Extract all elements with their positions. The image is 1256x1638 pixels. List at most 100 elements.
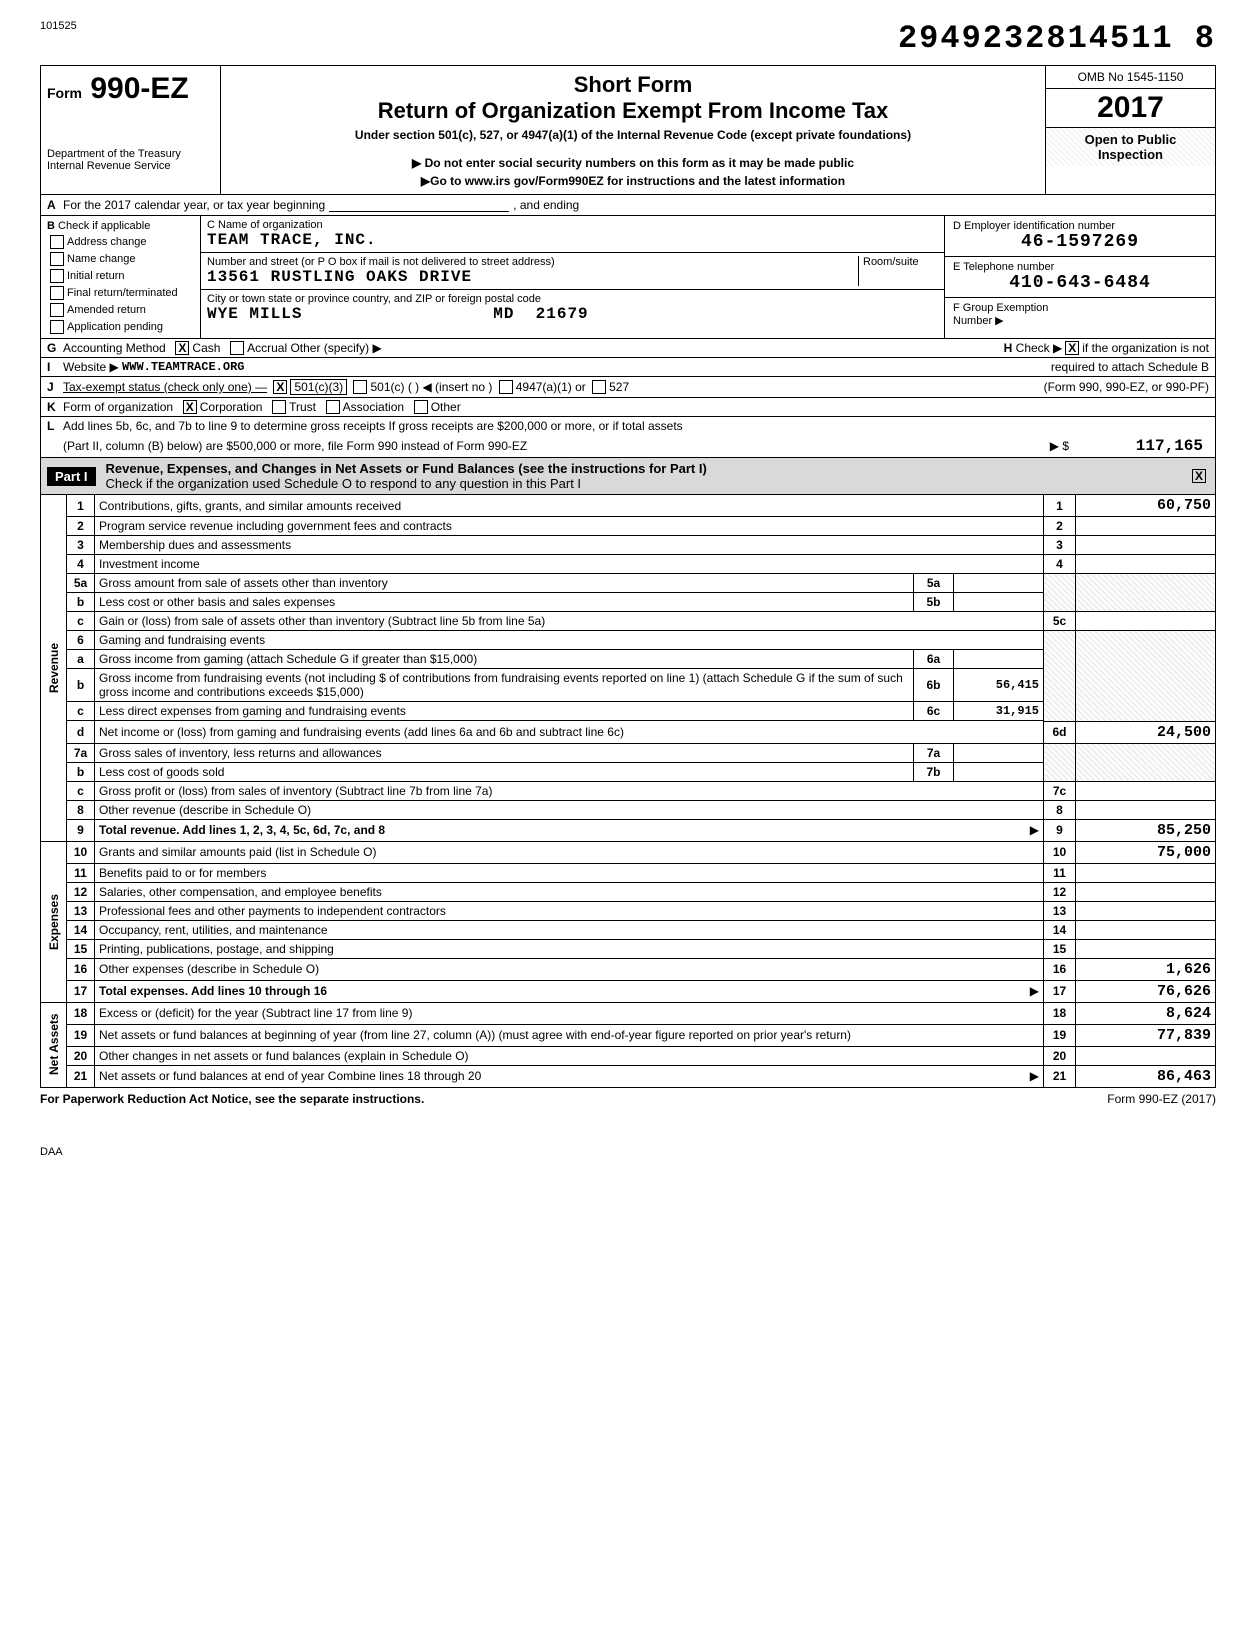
ln-8-no: 8 <box>67 800 95 819</box>
chk-assoc[interactable] <box>326 400 340 414</box>
org-city: WYE MILLS MD 21679 <box>207 305 589 323</box>
ln-7a-subamt <box>954 743 1044 762</box>
ln-21-arrow: ▶ <box>1030 1069 1039 1083</box>
ln-7a-desc: Gross sales of inventory, less returns a… <box>95 743 914 762</box>
ln-7b-desc: Less cost of goods sold <box>95 762 914 781</box>
ln-18-desc: Excess or (deficit) for the year (Subtra… <box>95 1002 1044 1024</box>
section-revenue: Revenue <box>41 495 67 841</box>
ein-value: 46-1597269 <box>953 232 1207 252</box>
ln-7c-amt <box>1076 781 1216 800</box>
chk-address-change[interactable] <box>50 235 64 249</box>
ln-13-box: 13 <box>1044 901 1076 920</box>
ln-7b-sub: 7b <box>914 762 954 781</box>
ln-7b-subamt <box>954 762 1044 781</box>
lbl-city: City or town state or province country, … <box>207 293 541 305</box>
chk-4947[interactable] <box>499 380 513 394</box>
part1-table: Revenue 1 Contributions, gifts, grants, … <box>40 495 1216 1088</box>
ln-19-box: 19 <box>1044 1024 1076 1046</box>
ln-21-box: 21 <box>1044 1065 1076 1087</box>
lbl-group-exemption: F Group Exemption <box>953 302 1048 314</box>
chk-schedule-o[interactable]: X <box>1192 469 1206 483</box>
ln-4-no: 4 <box>67 555 95 574</box>
ln-18-box: 18 <box>1044 1002 1076 1024</box>
chk-schedB[interactable]: X <box>1065 341 1079 355</box>
ln-6d-amt: 24,500 <box>1076 721 1216 743</box>
ln-17-no: 17 <box>67 980 95 1002</box>
ln-6a-subamt <box>954 650 1044 669</box>
lbl-org-name: C Name of organization <box>207 219 323 231</box>
chk-initial-return[interactable] <box>50 269 64 283</box>
ln-2-desc: Program service revenue including govern… <box>95 517 1044 536</box>
ln-11-desc: Benefits paid to or for members <box>95 863 1044 882</box>
line-B-intro: Check if applicable <box>58 220 150 232</box>
ln-11-amt <box>1076 863 1216 882</box>
chk-accrual[interactable] <box>230 341 244 355</box>
ln-16-desc: Other expenses (describe in Schedule O) <box>95 958 1044 980</box>
ln-9-arrow: ▶ <box>1030 823 1039 837</box>
chk-name-change[interactable] <box>50 252 64 266</box>
dept-irs: Internal Revenue Service <box>47 160 214 172</box>
line-L-arrow: ▶ $ <box>1050 439 1069 453</box>
ln-12-desc: Salaries, other compensation, and employ… <box>95 882 1044 901</box>
line-A-label: A <box>47 198 63 212</box>
line-K-text: Form of organization <box>63 400 173 414</box>
phone-value: 410-643-6484 <box>953 273 1207 293</box>
ln-5b-desc: Less cost or other basis and sales expen… <box>95 593 914 612</box>
chk-cash[interactable]: X <box>175 341 189 355</box>
ln-6b-desc: Gross income from fundraising events (no… <box>95 669 914 702</box>
chk-527[interactable] <box>592 380 606 394</box>
chk-501c3[interactable]: X <box>273 380 287 394</box>
lbl-group-number: Number ▶ <box>953 315 1004 327</box>
line-H-text2: if the organization is not <box>1082 341 1209 355</box>
ln-5c-no: c <box>67 612 95 631</box>
footer-daa: DAA <box>40 1146 1216 1158</box>
ln-5b-no: b <box>67 593 95 612</box>
chk-trust[interactable] <box>272 400 286 414</box>
line-L-amount: 117,165 <box>1069 437 1209 455</box>
lbl-address-change: Address change <box>67 236 147 248</box>
lbl-room: Room/suite <box>863 256 919 268</box>
ln-9-desc: Total revenue. Add lines 1, 2, 3, 4, 5c,… <box>99 823 385 837</box>
ln-1-desc: Contributions, gifts, grants, and simila… <box>95 495 1044 517</box>
chk-corp[interactable]: X <box>183 400 197 414</box>
open-to-public: Open to Public <box>1048 132 1213 147</box>
ln-10-no: 10 <box>67 841 95 863</box>
ln-6c-sub: 6c <box>914 702 954 721</box>
ln-10-desc: Grants and similar amounts paid (list in… <box>95 841 1044 863</box>
ln-1-amt: 60,750 <box>1076 495 1216 517</box>
lbl-initial-return: Initial return <box>67 270 124 282</box>
ln-13-no: 13 <box>67 901 95 920</box>
line-H-text: Check ▶ <box>1016 341 1063 355</box>
chk-final-return[interactable] <box>50 286 64 300</box>
ln-16-box: 16 <box>1044 958 1076 980</box>
ln-2-box: 2 <box>1044 517 1076 536</box>
ln-7b-no: b <box>67 762 95 781</box>
chk-501c[interactable] <box>353 380 367 394</box>
ln-17-arrow: ▶ <box>1030 984 1039 998</box>
line-L-text2: (Part II, column (B) below) are $500,000… <box>63 439 527 453</box>
ln-6b-subamt: 56,415 <box>954 669 1044 702</box>
line-L-label: L <box>47 419 63 433</box>
ln-19-desc: Net assets or fund balances at beginning… <box>95 1024 1044 1046</box>
ln-3-desc: Membership dues and assessments <box>95 536 1044 555</box>
lbl-final-return: Final return/terminated <box>67 287 178 299</box>
lbl-amended: Amended return <box>67 304 146 316</box>
chk-other[interactable] <box>414 400 428 414</box>
line-I-label: I <box>47 360 63 374</box>
lbl-accrual: Accrual Other (specify) ▶ <box>247 341 382 355</box>
ln-17-desc: Total expenses. Add lines 10 through 16 <box>99 984 327 998</box>
lbl-cash: Cash <box>192 341 220 355</box>
chk-amended[interactable] <box>50 303 64 317</box>
ln-11-box: 11 <box>1044 863 1076 882</box>
ln-12-amt <box>1076 882 1216 901</box>
ln-8-amt <box>1076 800 1216 819</box>
footer-left: For Paperwork Reduction Act Notice, see … <box>40 1092 424 1106</box>
chk-app-pending[interactable] <box>50 320 64 334</box>
ln-5c-box: 5c <box>1044 612 1076 631</box>
inspection: Inspection <box>1048 147 1213 162</box>
ln-21-amt: 86,463 <box>1076 1065 1216 1087</box>
line-K-label: K <box>47 400 63 414</box>
line-G-text: Accounting Method <box>63 341 166 355</box>
ln-5c-amt <box>1076 612 1216 631</box>
ln-9-no: 9 <box>67 819 95 841</box>
